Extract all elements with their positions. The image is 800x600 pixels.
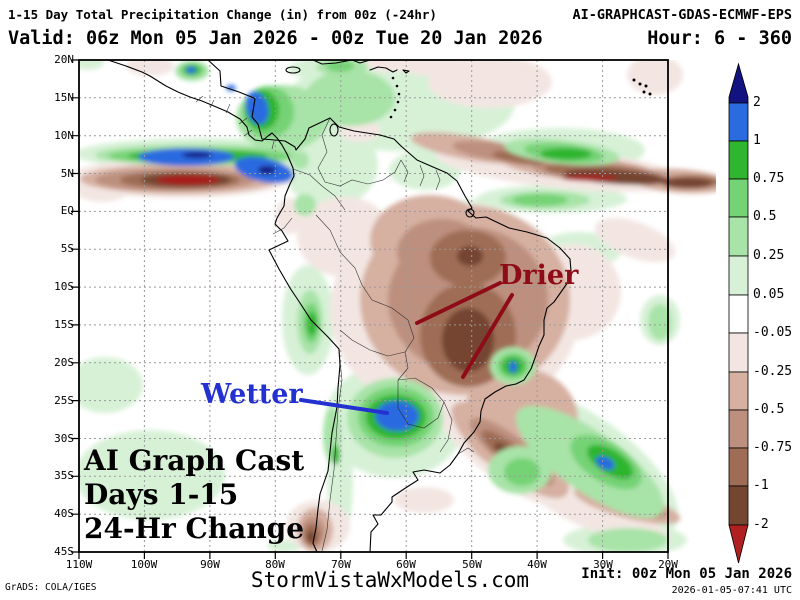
annotation-arrows <box>299 281 514 415</box>
precip-anomaly-field <box>79 60 716 552</box>
hour-range: Hour: 6 - 360 <box>647 28 792 49</box>
valid-range: Valid: 06z Mon 05 Jan 2026 - 00z Tue 20 … <box>8 28 543 49</box>
legend-value: -0.5 <box>753 402 785 417</box>
lat-label: 5S <box>60 242 74 256</box>
legend-value: 0.5 <box>753 209 777 224</box>
caption-line-3: 24-Hr Change <box>84 512 305 545</box>
legend-segment-n025-n05 <box>728 371 749 411</box>
legend-segment-neutral <box>728 294 749 334</box>
legend-segment-n05-n075 <box>728 409 749 449</box>
legend-segment-005-025 <box>728 255 749 296</box>
site-watermark: StormVistaWxModels.com <box>250 568 530 592</box>
lon-label: 20W <box>658 558 678 571</box>
wetter-annotation: Wetter <box>201 379 303 410</box>
map-frame <box>78 59 669 553</box>
legend-value: 0.75 <box>753 171 785 186</box>
lat-label: 30S <box>54 431 74 445</box>
legend-value: -0.75 <box>753 440 793 455</box>
caption-line-1: AI Graph Cast <box>84 444 305 477</box>
legend-segment-n005-n025 <box>728 332 749 373</box>
lon-label: 90W <box>200 558 220 571</box>
legend-value: -0.25 <box>753 364 793 379</box>
lat-label: 40S <box>54 507 74 521</box>
legend-segment-1-2 <box>728 102 749 142</box>
lat-label: 10S <box>54 280 74 294</box>
lat-label: 45S <box>54 545 74 558</box>
lat-label: 15S <box>54 317 74 331</box>
init-time: Init: 00z Mon 05 Jan 2026 <box>581 566 792 582</box>
legend-value: 0.05 <box>753 287 785 302</box>
legend-segment-075-1 <box>728 140 749 180</box>
lat-label: 35S <box>54 469 74 483</box>
legend-segment-025-05 <box>728 216 749 257</box>
legend-value: 1 <box>753 133 761 148</box>
model-name: AI-GRAPHCAST-GDAS-ECMWF-EPS <box>572 7 792 23</box>
lon-label: 60W <box>396 558 416 571</box>
legend-arrow-top <box>728 62 749 104</box>
legend-value: 2 <box>753 95 761 110</box>
lat-label: 15N <box>54 90 74 104</box>
legend-arrow-bottom <box>728 524 749 564</box>
lon-label: 40W <box>527 558 547 571</box>
lat-label: 20N <box>54 53 74 66</box>
legend-value: -0.05 <box>753 325 793 340</box>
legend-segment-n075-n1 <box>728 447 749 487</box>
lat-label: 20S <box>54 355 74 369</box>
generated-timestamp: 2026-01-05-07:41 UTC <box>671 585 792 596</box>
color-scale <box>728 62 749 564</box>
axis-ticks <box>71 59 669 559</box>
product-title: 1-15 Day Total Precipitation Change (in)… <box>8 7 437 22</box>
legend-segment-n1-n2 <box>728 485 749 526</box>
lon-label: 70W <box>331 558 351 571</box>
lat-label: 5N <box>60 166 74 180</box>
lon-label: 100W <box>130 558 158 571</box>
legend-value: -2 <box>753 517 769 532</box>
grads-credit: GrADS: COLA/IGES <box>5 582 97 593</box>
legend-segment-05-075 <box>728 178 749 218</box>
legend-value: -1 <box>753 478 769 493</box>
lon-label: 80W <box>265 558 285 571</box>
coastline <box>107 59 652 553</box>
country-borders <box>195 95 475 552</box>
lon-label: 110W <box>65 558 93 571</box>
lat-label: 10N <box>54 128 74 142</box>
caption-line-2: Days 1-15 <box>84 478 239 511</box>
lon-label: 50W <box>462 558 482 571</box>
drier-annotation: Drier <box>499 260 579 291</box>
lat-label: EQ <box>60 204 74 218</box>
lon-label: 30W <box>593 558 613 571</box>
legend-value: 0.25 <box>753 248 785 263</box>
lat-lon-grid <box>79 60 668 552</box>
lat-label: 25S <box>54 393 74 407</box>
